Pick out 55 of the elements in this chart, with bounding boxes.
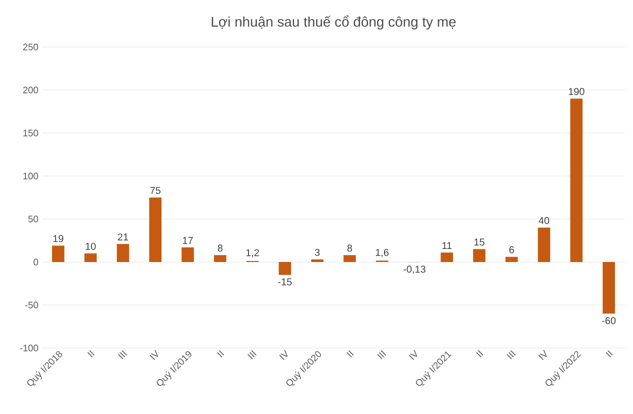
data-label: -0,13 bbox=[404, 266, 426, 274]
y-tick-label: 50 bbox=[28, 216, 38, 222]
bar bbox=[52, 246, 64, 262]
y-tick-label: 100 bbox=[23, 172, 38, 180]
y-tick-label: 150 bbox=[23, 130, 38, 136]
bar bbox=[505, 256, 518, 262]
x-tick-label: IV bbox=[538, 350, 547, 360]
x-tick-label: II bbox=[87, 350, 95, 358]
bar bbox=[149, 198, 162, 262]
data-label: 8 bbox=[218, 244, 222, 252]
y-tick-label: 200 bbox=[23, 86, 38, 94]
bar bbox=[84, 253, 97, 262]
x-tick-label: II bbox=[476, 350, 484, 358]
bar bbox=[602, 262, 615, 314]
data-label: 75 bbox=[150, 187, 160, 194]
bar bbox=[311, 259, 324, 262]
data-label: 3 bbox=[314, 248, 320, 256]
x-tick-label: II bbox=[346, 350, 354, 358]
x-tick-label: II bbox=[217, 350, 224, 358]
data-label: 1,2 bbox=[246, 249, 259, 258]
data-label: 11 bbox=[442, 242, 452, 250]
data-label: 8 bbox=[347, 244, 352, 252]
y-tick-label: 250 bbox=[23, 44, 38, 50]
bar bbox=[570, 98, 583, 262]
x-tick-label: IV bbox=[408, 350, 418, 360]
y-tick-label: -50 bbox=[25, 302, 38, 308]
x-tick-label: III bbox=[118, 350, 127, 360]
x-tick-label: IV bbox=[279, 350, 288, 360]
bar bbox=[278, 262, 292, 275]
bar bbox=[182, 247, 194, 262]
data-label: 19 bbox=[53, 235, 64, 242]
data-label: 21 bbox=[118, 233, 128, 240]
y-tick-label: -100 bbox=[20, 344, 38, 352]
data-label: 10 bbox=[86, 242, 96, 250]
x-tick-label: III bbox=[248, 350, 257, 360]
data-label: 1,6 bbox=[376, 248, 389, 258]
data-label: 17 bbox=[182, 237, 193, 244]
x-tick-label: III bbox=[506, 350, 516, 360]
bar bbox=[473, 249, 486, 262]
x-tick-label: III bbox=[377, 350, 386, 360]
bar bbox=[116, 244, 130, 262]
bar bbox=[440, 252, 454, 262]
x-tick-label: IV bbox=[150, 350, 158, 360]
bar bbox=[538, 228, 550, 262]
y-tick-label: 0 bbox=[34, 258, 38, 266]
bar bbox=[344, 255, 356, 262]
data-label: 190 bbox=[568, 88, 584, 96]
x-tick-label: II bbox=[606, 350, 613, 358]
bar bbox=[214, 255, 226, 262]
data-label: 40 bbox=[538, 217, 550, 224]
data-label: 15 bbox=[474, 238, 484, 246]
data-label: 6 bbox=[509, 246, 514, 254]
chart-title: Lợi nhuận sau thuế cổ đông công ty mẹ bbox=[212, 15, 456, 30]
data-label: -15 bbox=[278, 278, 292, 286]
data-label: -60 bbox=[602, 317, 616, 324]
